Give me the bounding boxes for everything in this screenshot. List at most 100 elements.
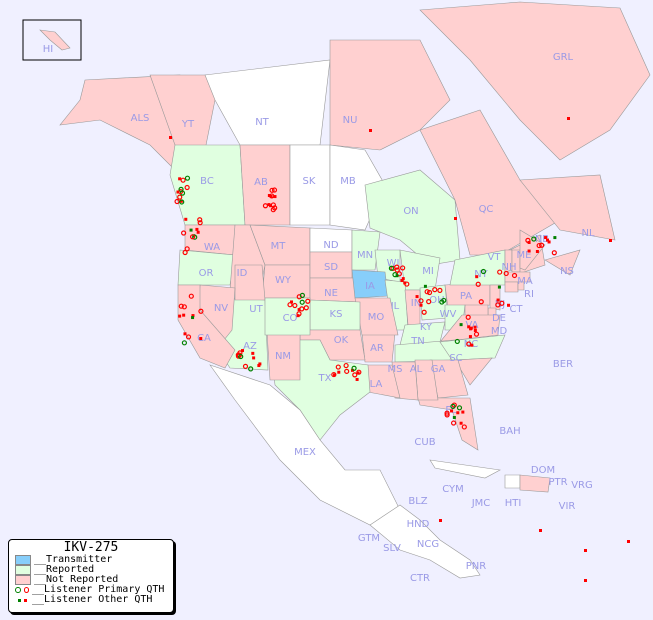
listener-other-marker — [497, 285, 501, 289]
label-oh: OH — [429, 295, 444, 306]
listener-primary-marker — [352, 372, 358, 378]
listener-primary-marker — [184, 184, 190, 191]
region-dom — [519, 474, 551, 493]
listener-primary-marker — [248, 366, 254, 372]
region-grl — [419, 1, 651, 161]
listener-other-marker — [461, 410, 465, 414]
label-in: IN — [411, 298, 421, 309]
label-ms: MS — [388, 364, 403, 375]
legend-label: __Reported — [34, 564, 95, 575]
label-mi: MI — [422, 266, 434, 277]
label-sc: SC — [449, 353, 462, 364]
listener-other-marker — [369, 129, 372, 132]
listener-primary-marker — [400, 265, 406, 271]
label-me: ME — [517, 250, 532, 261]
listener-primary-marker — [394, 264, 400, 270]
listener-other-marker — [473, 325, 477, 329]
listener-primary-marker — [480, 268, 487, 275]
label-on: ON — [403, 206, 418, 217]
label-md: MD — [491, 326, 508, 337]
label-ber: BER — [553, 359, 573, 370]
region-nl — [519, 174, 616, 241]
label-mo: MO — [368, 312, 385, 323]
region-nc — [439, 334, 506, 361]
listener-primary-marker — [181, 230, 187, 236]
listener-other-marker — [196, 230, 200, 234]
listener-other-marker — [535, 249, 539, 253]
region-mn — [351, 229, 381, 271]
listener-primary-marker — [450, 403, 456, 409]
label-ks: KS — [330, 309, 343, 320]
listener-other-marker — [183, 332, 187, 336]
region-ca — [177, 284, 236, 369]
listener-primary-marker — [454, 338, 460, 345]
listener-primary-marker — [444, 410, 450, 416]
label-ut: UT — [249, 304, 263, 315]
listener-primary-marker — [188, 293, 194, 299]
listener-primary-marker — [299, 292, 305, 298]
listener-other-marker — [468, 335, 472, 339]
listener-other-marker — [178, 177, 182, 181]
label-id: ID — [237, 268, 248, 279]
label-sd: SD — [324, 262, 338, 273]
listener-primary-marker — [392, 272, 398, 278]
listener-other-marker — [184, 217, 188, 221]
label-al: AL — [410, 364, 423, 375]
listener-other-marker — [199, 337, 203, 341]
listener-other-marker — [452, 415, 456, 419]
listener-primary-marker — [242, 363, 249, 369]
listener-other-marker — [178, 314, 182, 318]
label-slv: SLV — [383, 543, 401, 554]
label-nd: ND — [323, 240, 338, 251]
listener-other-marker — [423, 284, 427, 288]
listener-other-marker — [356, 371, 360, 375]
listener-primary-marker — [426, 289, 433, 296]
listener-other-marker — [189, 228, 193, 232]
circle-marker-icon — [15, 587, 29, 593]
listener-primary-marker — [356, 369, 362, 375]
label-wy: WY — [275, 275, 292, 286]
listener-primary-marker — [465, 314, 471, 320]
listener-other-marker — [251, 351, 255, 355]
label-or: OR — [199, 268, 214, 279]
region-ma — [504, 271, 531, 283]
listener-other-marker — [176, 190, 180, 194]
listener-primary-marker — [461, 424, 467, 430]
region-ns — [544, 249, 581, 276]
legend-transmitter: __Transmitter — [9, 555, 173, 565]
region-ct — [504, 281, 519, 293]
label-nt: NT — [255, 117, 269, 128]
listener-primary-marker — [421, 309, 427, 315]
listener-other-marker — [507, 303, 511, 307]
label-de: DE — [492, 313, 506, 324]
label-mb: MB — [340, 176, 356, 187]
listener-primary-marker — [343, 362, 349, 369]
listener-other-marker — [269, 204, 273, 208]
label-als: ALS — [131, 113, 150, 124]
label-la: LA — [370, 379, 383, 390]
legend: IKV-275 __Transmitter __Reported __Not R… — [8, 539, 174, 613]
label-ncg: NCG — [417, 539, 439, 550]
legend-reported: __Reported — [9, 565, 173, 575]
listener-other-marker — [401, 277, 405, 281]
listener-other-marker — [627, 540, 630, 543]
label-wa: WA — [204, 242, 220, 253]
label-hti: HTI — [505, 498, 522, 509]
label-gtm: GTM — [358, 533, 380, 544]
label-ctr: CTR — [410, 573, 430, 584]
label-tn: TN — [410, 336, 425, 347]
label-bah: BAH — [499, 426, 520, 437]
listener-other-marker — [400, 279, 404, 283]
listener-primary-marker — [299, 299, 305, 305]
listener-primary-marker — [184, 175, 191, 181]
label-pnr: PNR — [466, 561, 487, 572]
listener-other-marker — [403, 281, 407, 285]
label-yt: YT — [181, 119, 195, 130]
listener-other-marker — [337, 370, 341, 374]
listener-other-marker — [355, 377, 359, 381]
listener-primary-marker — [531, 236, 537, 242]
listener-other-marker — [584, 579, 587, 582]
not-reported-swatch — [15, 575, 31, 585]
